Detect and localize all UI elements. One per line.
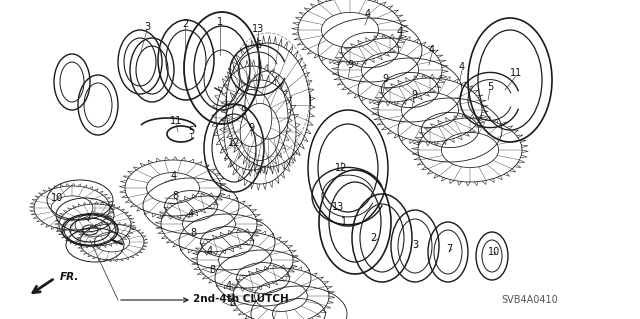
Text: 4: 4 — [207, 246, 213, 256]
Text: 4: 4 — [365, 9, 371, 19]
Text: 12: 12 — [228, 138, 240, 148]
Text: 13: 13 — [252, 24, 264, 34]
Text: 4: 4 — [188, 209, 194, 219]
Text: 7: 7 — [446, 244, 452, 254]
Text: 12: 12 — [335, 163, 347, 173]
Text: 8: 8 — [172, 191, 178, 201]
Text: 9: 9 — [248, 123, 254, 133]
Text: 10: 10 — [488, 247, 500, 257]
Text: 8: 8 — [229, 298, 235, 308]
Text: SVB4A0410: SVB4A0410 — [502, 295, 558, 305]
Text: 9: 9 — [240, 106, 246, 116]
Text: 13: 13 — [332, 202, 344, 212]
Text: 10: 10 — [51, 193, 63, 203]
Text: 1: 1 — [217, 17, 223, 27]
Text: 8: 8 — [209, 265, 215, 275]
Text: 3: 3 — [144, 22, 150, 32]
Text: 4: 4 — [397, 27, 403, 37]
Text: 3: 3 — [412, 240, 418, 250]
Text: 11: 11 — [170, 116, 182, 126]
Text: 2: 2 — [182, 19, 188, 29]
Text: 4: 4 — [429, 45, 435, 55]
Text: 5: 5 — [487, 82, 493, 92]
Text: 2nd-4th CLUTCH: 2nd-4th CLUTCH — [193, 294, 289, 304]
Text: 4: 4 — [226, 281, 232, 291]
Text: 5: 5 — [188, 126, 194, 136]
Text: 9: 9 — [382, 74, 388, 84]
Text: 7: 7 — [85, 213, 91, 223]
Text: 4: 4 — [459, 62, 465, 72]
Text: 9: 9 — [411, 90, 417, 100]
Text: 6: 6 — [255, 40, 261, 50]
Text: 4: 4 — [171, 171, 177, 181]
Text: 9: 9 — [347, 60, 353, 70]
Text: 2: 2 — [370, 233, 376, 243]
Text: 1: 1 — [341, 217, 347, 227]
Text: FR.: FR. — [60, 272, 79, 282]
Text: 11: 11 — [510, 68, 522, 78]
Text: 8: 8 — [190, 228, 196, 238]
